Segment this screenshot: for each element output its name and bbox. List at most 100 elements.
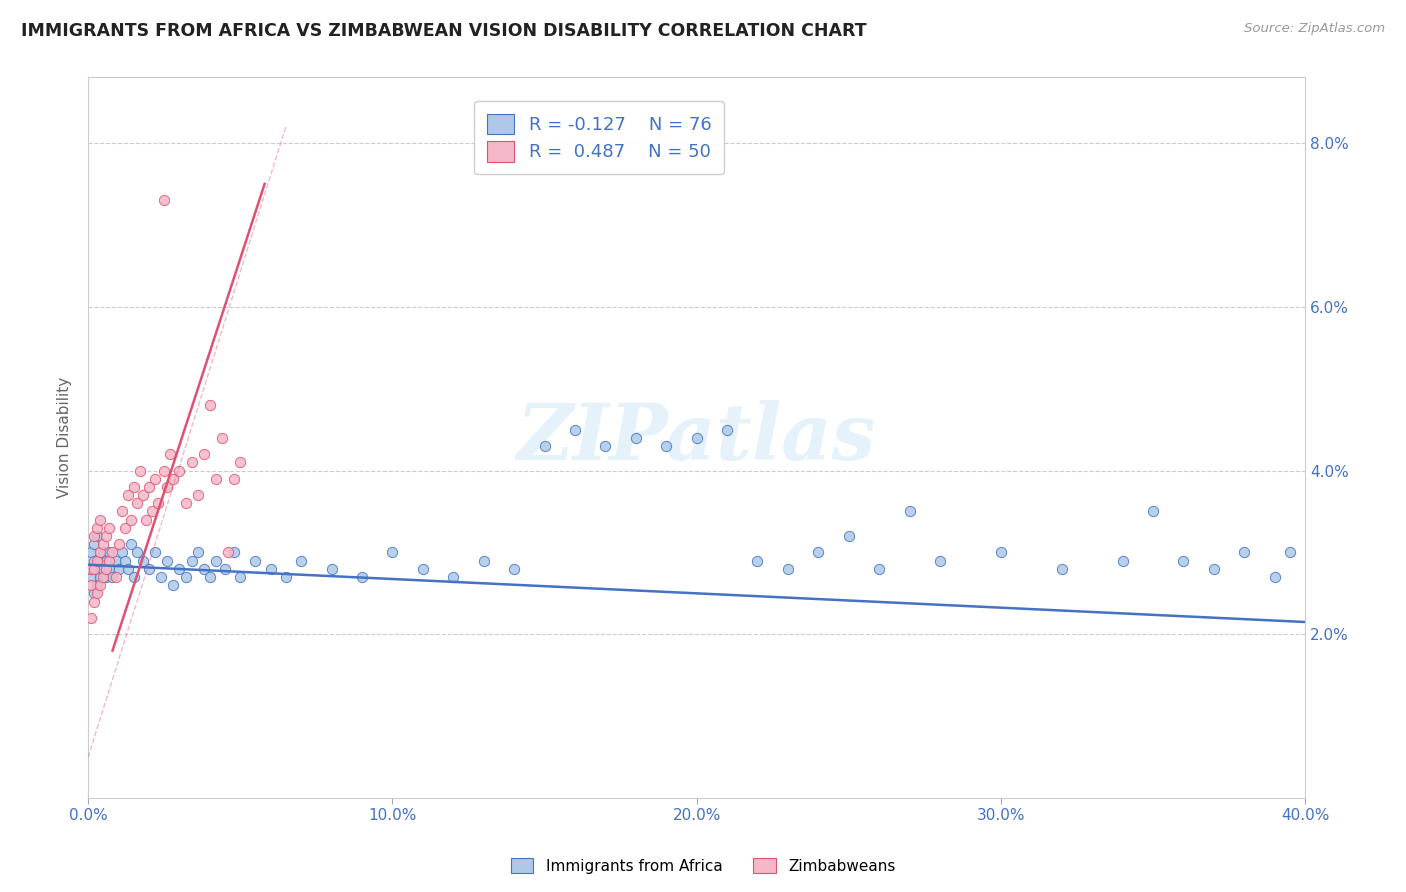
Point <box>101 570 124 584</box>
Point <box>83 562 105 576</box>
Point <box>838 529 860 543</box>
Point <box>290 553 312 567</box>
Y-axis label: Vision Disability: Vision Disability <box>58 377 72 499</box>
Point <box>98 521 121 535</box>
Point <box>107 537 129 551</box>
Point <box>138 480 160 494</box>
Point <box>80 611 103 625</box>
Point <box>1278 545 1301 559</box>
Point <box>96 553 118 567</box>
Point <box>193 562 215 576</box>
Point <box>381 545 404 559</box>
Point <box>533 439 555 453</box>
Point <box>350 570 373 584</box>
Point <box>1173 553 1195 567</box>
Point <box>747 553 769 567</box>
Point <box>868 562 890 576</box>
Point <box>120 537 142 551</box>
Point <box>716 423 738 437</box>
Point <box>245 553 267 567</box>
Point <box>929 553 952 567</box>
Point <box>80 562 103 576</box>
Text: IMMIGRANTS FROM AFRICA VS ZIMBABWEAN VISION DISABILITY CORRELATION CHART: IMMIGRANTS FROM AFRICA VS ZIMBABWEAN VIS… <box>21 22 866 40</box>
Point <box>86 578 108 592</box>
Point <box>83 553 105 567</box>
Point <box>776 562 799 576</box>
Point <box>93 545 115 559</box>
Point <box>807 545 830 559</box>
Point <box>198 570 221 584</box>
Point <box>83 537 105 551</box>
Point <box>80 570 103 584</box>
Point <box>624 431 647 445</box>
Point <box>86 521 108 535</box>
Point <box>193 447 215 461</box>
Point <box>132 553 155 567</box>
Point <box>93 562 115 576</box>
Point <box>143 545 166 559</box>
Point <box>86 586 108 600</box>
Point <box>104 553 127 567</box>
Point <box>83 594 105 608</box>
Point <box>655 439 678 453</box>
Point <box>1142 504 1164 518</box>
Point <box>162 578 184 592</box>
Point <box>122 570 145 584</box>
Point <box>125 545 148 559</box>
Point <box>260 562 283 576</box>
Point <box>685 431 707 445</box>
Point <box>1264 570 1286 584</box>
Point <box>80 578 103 592</box>
Point <box>198 398 221 412</box>
Point <box>122 480 145 494</box>
Point <box>83 586 105 600</box>
Point <box>110 545 132 559</box>
Point <box>93 570 115 584</box>
Point <box>205 553 228 567</box>
Point <box>104 570 127 584</box>
Point <box>472 553 495 567</box>
Point <box>101 545 124 559</box>
Point <box>162 472 184 486</box>
Point <box>89 553 111 567</box>
Point <box>156 553 179 567</box>
Point <box>96 570 118 584</box>
Point <box>89 578 111 592</box>
Point <box>153 194 176 208</box>
Point <box>224 472 246 486</box>
Point <box>110 504 132 518</box>
Point <box>187 488 209 502</box>
Point <box>86 529 108 543</box>
Point <box>180 455 202 469</box>
Point <box>120 513 142 527</box>
Point <box>89 570 111 584</box>
Point <box>93 537 115 551</box>
Point <box>169 463 191 477</box>
Point <box>174 570 197 584</box>
Point <box>114 553 136 567</box>
Point <box>153 463 176 477</box>
Point <box>143 472 166 486</box>
Point <box>187 545 209 559</box>
Point <box>205 472 228 486</box>
Point <box>898 504 921 518</box>
Point <box>138 562 160 576</box>
Point <box>80 562 103 576</box>
Point <box>211 431 233 445</box>
Point <box>169 562 191 576</box>
Point <box>503 562 526 576</box>
Point <box>135 513 157 527</box>
Point <box>107 562 129 576</box>
Point <box>229 570 252 584</box>
Legend: R = -0.127    N = 76, R =  0.487    N = 50: R = -0.127 N = 76, R = 0.487 N = 50 <box>474 101 724 174</box>
Point <box>174 496 197 510</box>
Point <box>321 562 343 576</box>
Point <box>98 553 121 567</box>
Point <box>86 553 108 567</box>
Point <box>89 545 111 559</box>
Point <box>117 488 139 502</box>
Point <box>96 562 118 576</box>
Point <box>114 521 136 535</box>
Point <box>217 545 239 559</box>
Point <box>117 562 139 576</box>
